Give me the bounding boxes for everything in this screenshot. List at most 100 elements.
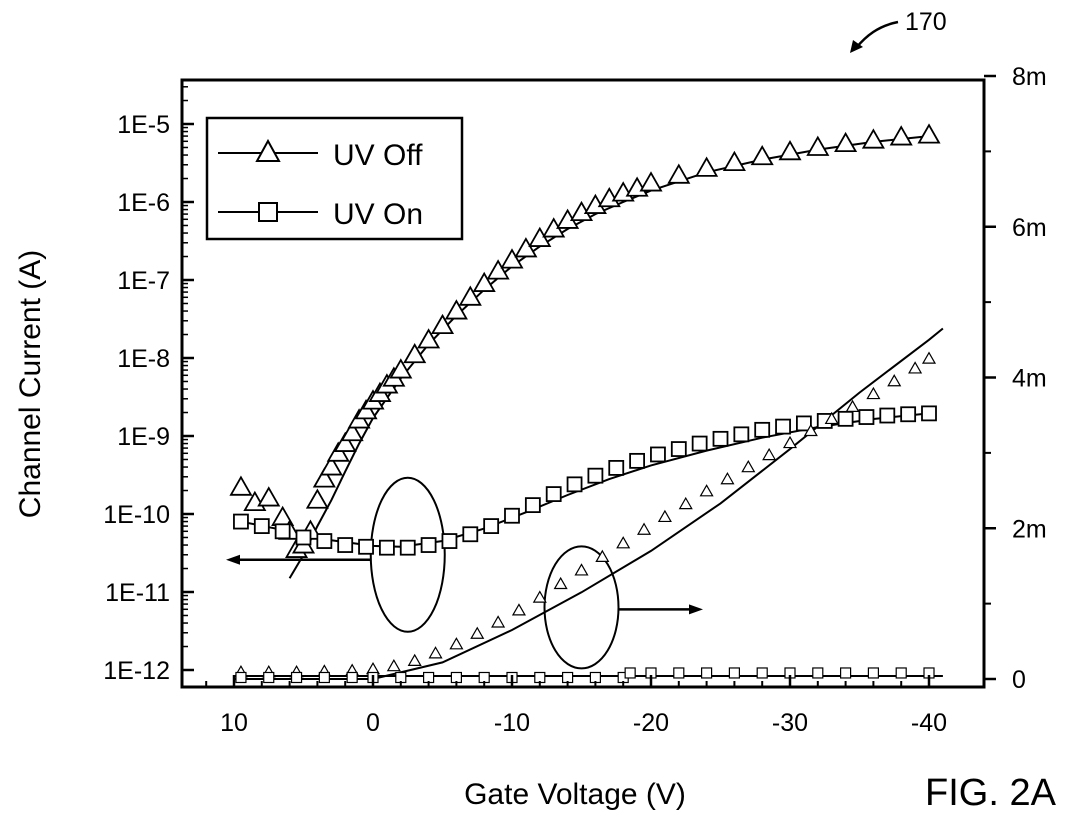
data-point-square [483, 518, 500, 534]
data-point-square [754, 421, 771, 438]
y2-tick-label: 2m [1012, 515, 1047, 543]
data-point-triangle [553, 576, 568, 590]
data-point-triangle [403, 342, 427, 364]
data-point-square [233, 513, 249, 530]
data-point-triangle [595, 549, 610, 562]
y2-tick-label: 4m [1012, 365, 1047, 393]
data-point-square [378, 539, 395, 556]
data-point-triangle [741, 459, 756, 473]
data-point-triangle [637, 522, 652, 535]
fit-curve [234, 327, 944, 680]
y2-tick-label: 0 [1012, 666, 1026, 694]
fit-curve [240, 412, 930, 548]
ticks-layer: 10 0 -10 -20 -30 -40 1E-5 1E-6 1E-7 1E-8 1E-9 1E-10… [103, 63, 1046, 737]
data-point-triangle [340, 420, 364, 442]
data-point-triangle [657, 509, 672, 523]
data-point-square [629, 452, 645, 469]
data-point-square [867, 667, 880, 679]
data-point-triangle [782, 435, 798, 449]
x-tick-label: -30 [772, 709, 808, 737]
reference-arrowhead [850, 40, 863, 53]
data-point-triangle [444, 299, 468, 320]
data-point-square [545, 486, 562, 502]
reference-leader-arrow [855, 20, 899, 49]
x-tick-label: 0 [366, 709, 380, 737]
data-point-triangle [806, 135, 830, 156]
data-point-square [796, 415, 812, 432]
data-point-triangle [678, 496, 693, 510]
data-point-square [395, 671, 407, 684]
data-point-triangle [639, 171, 663, 192]
data-point-square [839, 667, 852, 679]
data-point-triangle [921, 351, 937, 364]
data-point-square [858, 409, 875, 425]
data-point-square [837, 410, 854, 427]
y-tick-label: 1E-7 [117, 267, 170, 295]
data-point-triangle [834, 131, 858, 153]
y2-tick-label: 8m [1012, 63, 1047, 91]
data-point-triangle [407, 653, 422, 667]
legend-label-uv-off: UV Off [333, 139, 423, 172]
y-tick-label: 1E-10 [103, 501, 170, 529]
data-point-triangle [861, 128, 885, 149]
data-point-square [462, 526, 479, 543]
data-marks-layer [229, 123, 941, 684]
data-point-square [624, 667, 636, 679]
data-point-triangle [887, 374, 902, 387]
data-point-square [534, 671, 546, 684]
annotations-layer [226, 476, 703, 670]
data-point-triangle [845, 399, 860, 412]
data-point-triangle [312, 467, 336, 488]
data-point-triangle [803, 423, 818, 437]
y-tick-label: 1E-9 [117, 423, 170, 451]
data-point-square [524, 497, 541, 514]
y-tick-label: 1E-8 [117, 345, 170, 373]
data-point-square [337, 537, 354, 553]
data-point-square [879, 407, 896, 424]
data-point-square [921, 405, 937, 422]
x-tick-label: -20 [633, 709, 669, 737]
data-point-triangle [574, 563, 589, 576]
data-point-square [566, 476, 583, 493]
data-point-triangle [319, 455, 343, 476]
data-point-square [775, 418, 791, 435]
data-point-triangle [458, 285, 482, 306]
y-tick-label: 1E-6 [117, 189, 170, 217]
data-point-square [420, 537, 437, 553]
y-tick-label: 1E-11 [105, 579, 170, 607]
data-point-triangle [386, 658, 401, 672]
data-point-triangle [667, 163, 691, 184]
data-point-square [900, 406, 917, 423]
data-point-triangle [511, 603, 526, 616]
data-point-square [733, 426, 750, 443]
data-point-square [587, 467, 604, 484]
data-point-triangle [917, 123, 941, 144]
data-point-triangle [326, 441, 350, 462]
data-point-triangle [430, 313, 455, 335]
legend: UV Off UV On [205, 116, 464, 241]
x-axis-label: Gate Voltage (V) [464, 778, 686, 811]
data-point-triangle [514, 237, 538, 258]
y-tick-label: 1E-5 [117, 111, 170, 139]
data-point-square [290, 671, 303, 684]
data-point-triangle [750, 144, 774, 166]
figure-label: FIG. 2A [925, 772, 1057, 814]
data-point-triangle [389, 358, 413, 379]
data-point-triangle [354, 399, 378, 420]
data-point-square [691, 435, 708, 452]
data-point-square [346, 671, 358, 684]
data-point-square [504, 507, 520, 524]
data-point-square [673, 667, 685, 679]
y-axis-label: Channel Current (A) [14, 250, 47, 518]
data-point-triangle [778, 139, 802, 161]
data-point-square [295, 529, 312, 546]
x-tick-label: 10 [220, 709, 248, 737]
x-tick-label: -10 [494, 709, 530, 737]
data-point-square [756, 667, 768, 679]
reference-numeral: 170 [905, 8, 947, 36]
data-point-square [895, 667, 907, 679]
data-point-triangle [229, 475, 253, 496]
data-point-triangle [428, 646, 443, 659]
annotation-arrowhead [689, 604, 703, 615]
